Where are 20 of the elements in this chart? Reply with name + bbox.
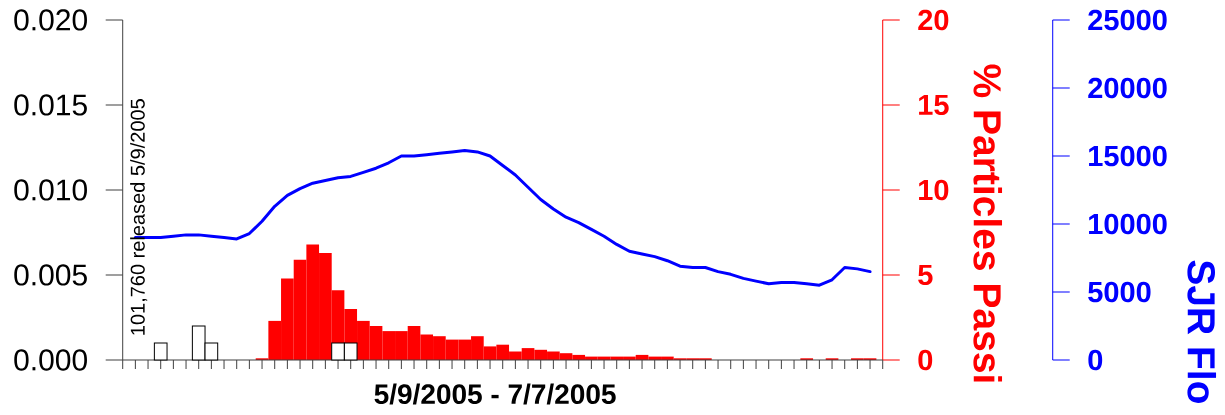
y2-tick-label: 20 — [918, 9, 949, 31]
y-tick-label: 0.010 — [14, 179, 87, 201]
y-tick-label: 0.000 — [14, 349, 87, 371]
y3-tick-label: 20000 — [1088, 77, 1167, 99]
y2-tick-label: 15 — [919, 94, 949, 116]
y2-tick-label: 5 — [918, 264, 933, 286]
annotation: 101,760 released 5/9/2005 — [130, 99, 148, 335]
y3-tick-label: 25000 — [1088, 9, 1167, 31]
y2-tick-label: 10 — [919, 179, 949, 201]
y3-tick-label: 0 — [1088, 349, 1103, 371]
y3-tick-label: 5000 — [1088, 281, 1151, 303]
y3-tick-label: 10000 — [1089, 213, 1167, 235]
x-axis-title: 5/9/2005 - 7/7/2005 — [374, 383, 616, 405]
y3-axis-title: SJR Flo — [1187, 260, 1217, 403]
y-tick-label: 0.020 — [14, 9, 87, 31]
y3-tick-label: 15000 — [1089, 145, 1167, 167]
y-tick-label: 0.005 — [14, 264, 87, 286]
y-tick-label: 0.015 — [14, 94, 87, 116]
y2-tick-label: 0 — [918, 349, 933, 371]
y2-axis-title: % Particles Passi — [973, 64, 1003, 382]
